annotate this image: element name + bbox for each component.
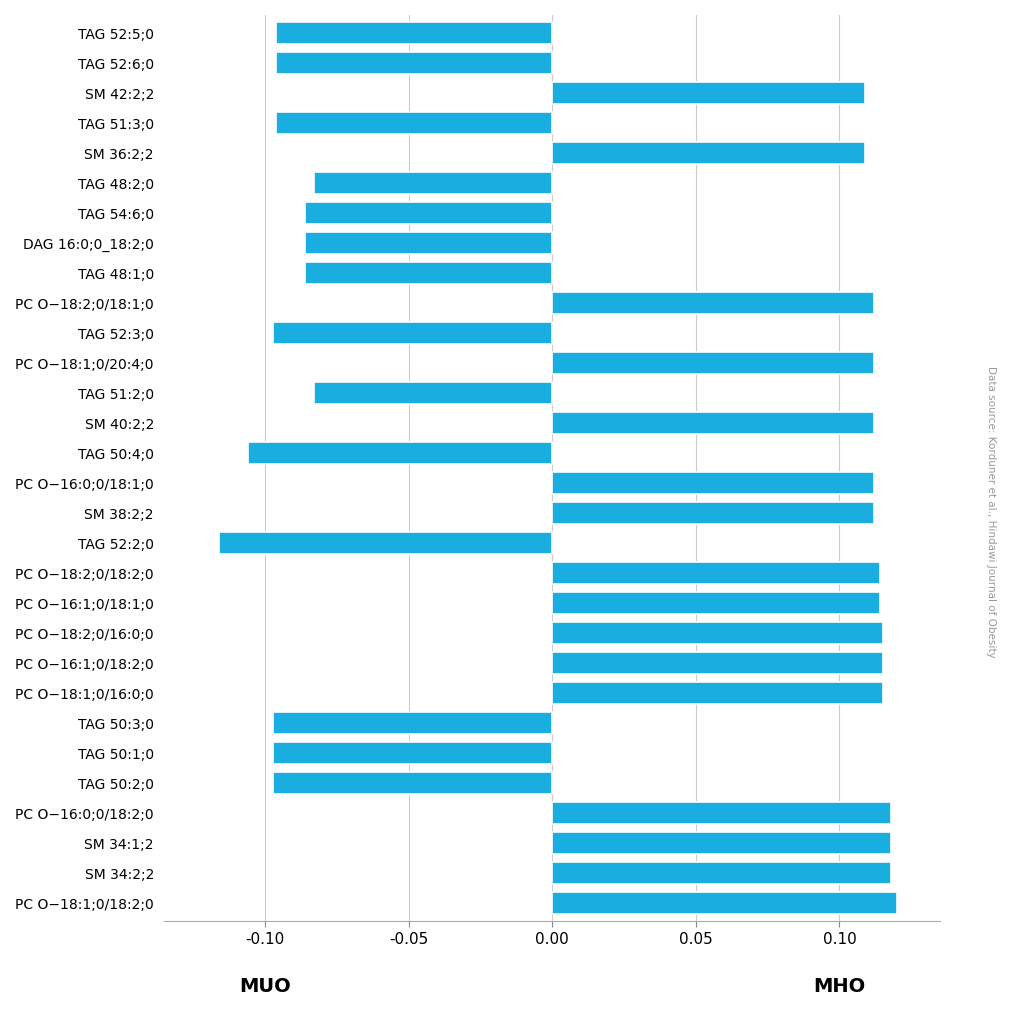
Bar — [314, 383, 552, 404]
Bar — [552, 592, 880, 614]
Bar — [552, 622, 883, 643]
Text: Data source: Korduner et al., Hindawi Journal of Obesity: Data source: Korduner et al., Hindawi Jo… — [986, 365, 996, 658]
Bar — [276, 113, 552, 134]
Bar — [552, 892, 897, 914]
Bar — [273, 712, 552, 733]
Bar — [552, 412, 874, 434]
Bar — [552, 563, 880, 584]
Bar — [552, 82, 866, 103]
Bar — [552, 293, 874, 314]
Text: MHO: MHO — [814, 977, 866, 996]
Bar — [552, 682, 883, 704]
Bar — [218, 532, 552, 553]
Bar — [314, 172, 552, 193]
Bar — [273, 772, 552, 794]
Bar — [276, 23, 552, 44]
Bar — [552, 802, 891, 824]
Bar — [273, 322, 552, 344]
Bar — [248, 442, 552, 463]
Text: MUO: MUO — [239, 977, 291, 996]
Bar — [552, 352, 874, 373]
Bar — [552, 653, 883, 674]
Bar — [552, 473, 874, 494]
Bar — [552, 833, 891, 854]
Bar — [552, 862, 891, 884]
Bar — [273, 743, 552, 764]
Bar — [552, 142, 866, 164]
Bar — [552, 502, 874, 524]
Bar — [305, 232, 552, 254]
Bar — [305, 203, 552, 224]
Bar — [305, 262, 552, 283]
Bar — [276, 52, 552, 74]
